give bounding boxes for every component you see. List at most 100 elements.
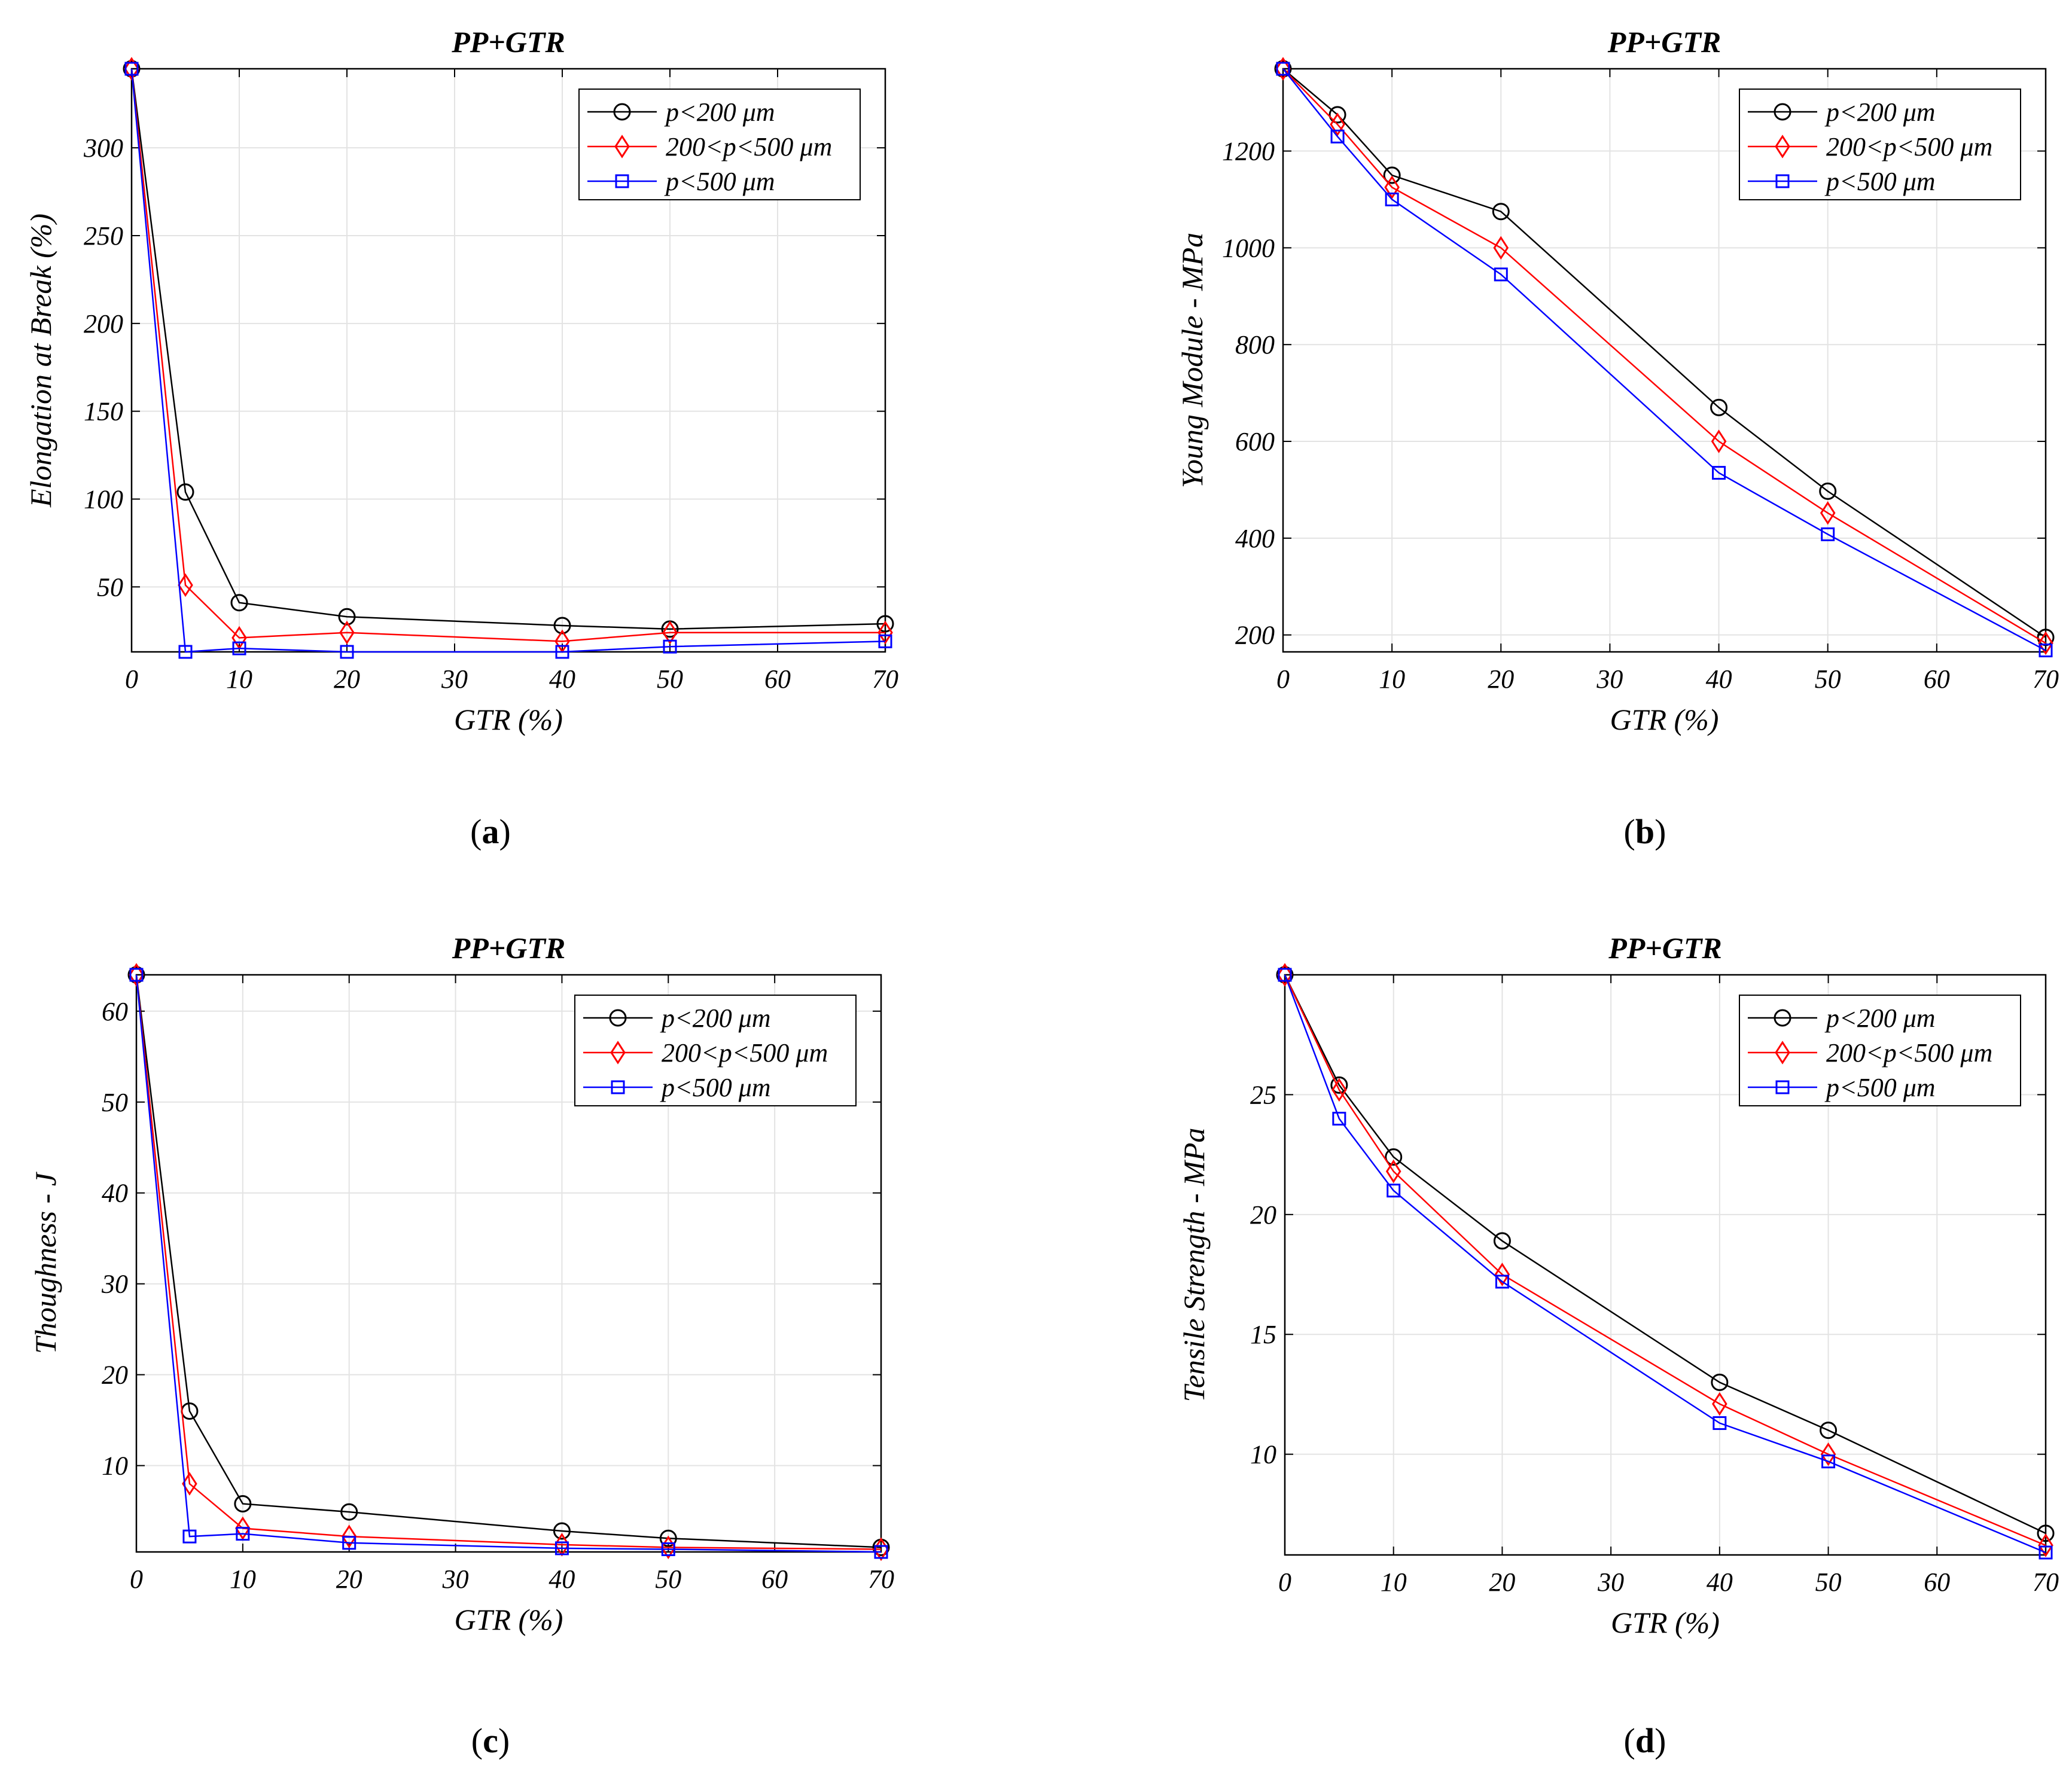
legend-label-0: p<200 μm <box>664 97 775 127</box>
legend-marker-0 <box>1774 103 1791 121</box>
data-point-series-1 <box>341 1524 357 1548</box>
data-point-series-2 <box>2039 644 2053 658</box>
y-tick-label: 50 <box>102 1088 128 1117</box>
y-axis-label: Elongation at Break (%) <box>24 214 57 508</box>
data-point-series-2 <box>1821 1454 1836 1469</box>
y-axis-label: Thoughness - J <box>29 1171 62 1354</box>
x-axis-label: GTR (%) <box>1610 703 1719 736</box>
y-axis-label: Tensile Strength - MPa <box>1177 1128 1211 1402</box>
data-point-series-0 <box>1820 1422 1838 1440</box>
legend-label-2: p<500 μm <box>1824 1073 1936 1102</box>
data-point-series-1 <box>1820 501 1836 525</box>
x-tick-label: 40 <box>549 664 575 694</box>
series-line-2 <box>1282 68 2046 651</box>
legend-label-0: p<200 μm <box>660 1004 771 1033</box>
legend-label-0: p<200 μm <box>1824 1004 1936 1033</box>
data-point-series-2 <box>1332 1111 1346 1126</box>
data-point-series-1 <box>1494 1262 1510 1286</box>
data-point-series-1 <box>235 1516 251 1541</box>
y-tick-label: 40 <box>102 1179 128 1208</box>
y-tick-label: 200 <box>84 309 123 338</box>
series-line-1 <box>1282 68 2046 644</box>
data-point-series-2 <box>554 1541 569 1556</box>
y-tick-label: 150 <box>84 397 123 426</box>
x-tick-label: 0 <box>130 1564 143 1594</box>
data-point-series-2 <box>340 645 354 659</box>
legend-marker-1 <box>1775 1041 1790 1065</box>
y-tick-label: 100 <box>84 485 123 514</box>
data-point-series-0 <box>553 617 571 635</box>
data-point-series-2 <box>236 1527 250 1541</box>
panel-caption: (b) <box>1624 812 1666 851</box>
data-point-series-0 <box>1493 1232 1511 1250</box>
legend-marker-2 <box>611 1080 625 1094</box>
data-point-series-1 <box>182 1472 197 1496</box>
data-point-series-0 <box>553 1522 571 1540</box>
data-point-series-0 <box>230 594 248 612</box>
plot-area-frame <box>1284 974 2047 1556</box>
x-tick-label: 10 <box>230 1564 256 1594</box>
legend-label-1: 200<p<500 μm <box>666 132 832 161</box>
y-tick-label: 1000 <box>1222 233 1275 263</box>
y-tick-label: 20 <box>102 1361 128 1390</box>
data-point-series-1 <box>1820 1442 1836 1466</box>
data-point-series-2 <box>182 1529 197 1544</box>
y-tick-label: 20 <box>1250 1200 1276 1230</box>
x-tick-label: 0 <box>1278 1567 1291 1597</box>
x-tick-label: 20 <box>336 1564 362 1594</box>
data-point-series-2 <box>663 639 677 654</box>
data-point-series-1 <box>1330 112 1345 136</box>
x-tick-label: 10 <box>1381 1567 1407 1597</box>
series-line-1 <box>130 68 885 642</box>
data-point-series-2 <box>1495 1274 1509 1289</box>
legend-marker-2 <box>615 174 629 188</box>
legend-label-2: p<500 μm <box>664 167 775 196</box>
legend-label-1: 200<p<500 μm <box>662 1038 828 1068</box>
data-point-series-1 <box>1712 1392 1727 1416</box>
data-point-series-1 <box>178 573 193 597</box>
panel-caption-letter: c <box>483 1721 498 1760</box>
x-tick-label: 50 <box>657 664 683 694</box>
series-line-0 <box>1284 974 2046 1535</box>
data-point-series-2 <box>874 1545 888 1559</box>
data-point-series-1 <box>1493 236 1509 260</box>
data-point-series-2 <box>1278 968 1292 982</box>
legend-marker-2 <box>1775 174 1790 188</box>
legend-label-1: 200<p<500 μm <box>1826 1038 1992 1068</box>
panel-caption-letter: d <box>1635 1721 1654 1760</box>
data-point-series-2 <box>1494 267 1508 282</box>
y-tick-label: 300 <box>83 133 123 163</box>
chart-title: PP+GTR <box>451 25 565 59</box>
legend-marker-0 <box>609 1009 627 1027</box>
legend-marker-1 <box>610 1041 626 1065</box>
data-point-series-1 <box>124 57 139 81</box>
data-point-series-2 <box>2039 1545 2053 1560</box>
y-axis-label: Young Module - MPa <box>1175 233 1209 488</box>
x-tick-label: 10 <box>1379 664 1405 694</box>
data-point-series-2 <box>661 1542 675 1556</box>
x-tick-label: 60 <box>1924 664 1950 694</box>
chart-title: PP+GTR <box>452 931 566 965</box>
x-axis-label: GTR (%) <box>455 1603 563 1636</box>
x-tick-label: 70 <box>2033 664 2059 694</box>
data-point-series-0 <box>1330 1076 1348 1094</box>
data-point-series-1 <box>1275 57 1291 81</box>
data-point-series-0 <box>1328 106 1346 124</box>
data-point-series-0 <box>1274 60 1292 78</box>
x-tick-label: 0 <box>125 664 138 694</box>
x-tick-label: 20 <box>1489 1567 1515 1597</box>
chart-panel-d: 0 10 20 30 40 50 60 70 10 15 20 25 PP+GTR GTR (%) Tens… <box>1177 931 2059 1760</box>
panel-caption: (c) <box>471 1721 510 1760</box>
data-point-series-0 <box>876 615 894 633</box>
chart-title: PP+GTR <box>1608 931 1722 965</box>
x-tick-label: 0 <box>1276 664 1290 694</box>
data-point-series-0 <box>659 1529 677 1547</box>
data-point-series-1 <box>339 620 355 645</box>
y-tick-label: 800 <box>1235 330 1275 359</box>
data-point-series-2 <box>1385 192 1399 206</box>
data-point-series-2 <box>124 62 139 76</box>
x-tick-label: 60 <box>764 664 791 694</box>
y-tick-label: 50 <box>97 572 123 602</box>
data-point-series-0 <box>1711 1373 1729 1391</box>
